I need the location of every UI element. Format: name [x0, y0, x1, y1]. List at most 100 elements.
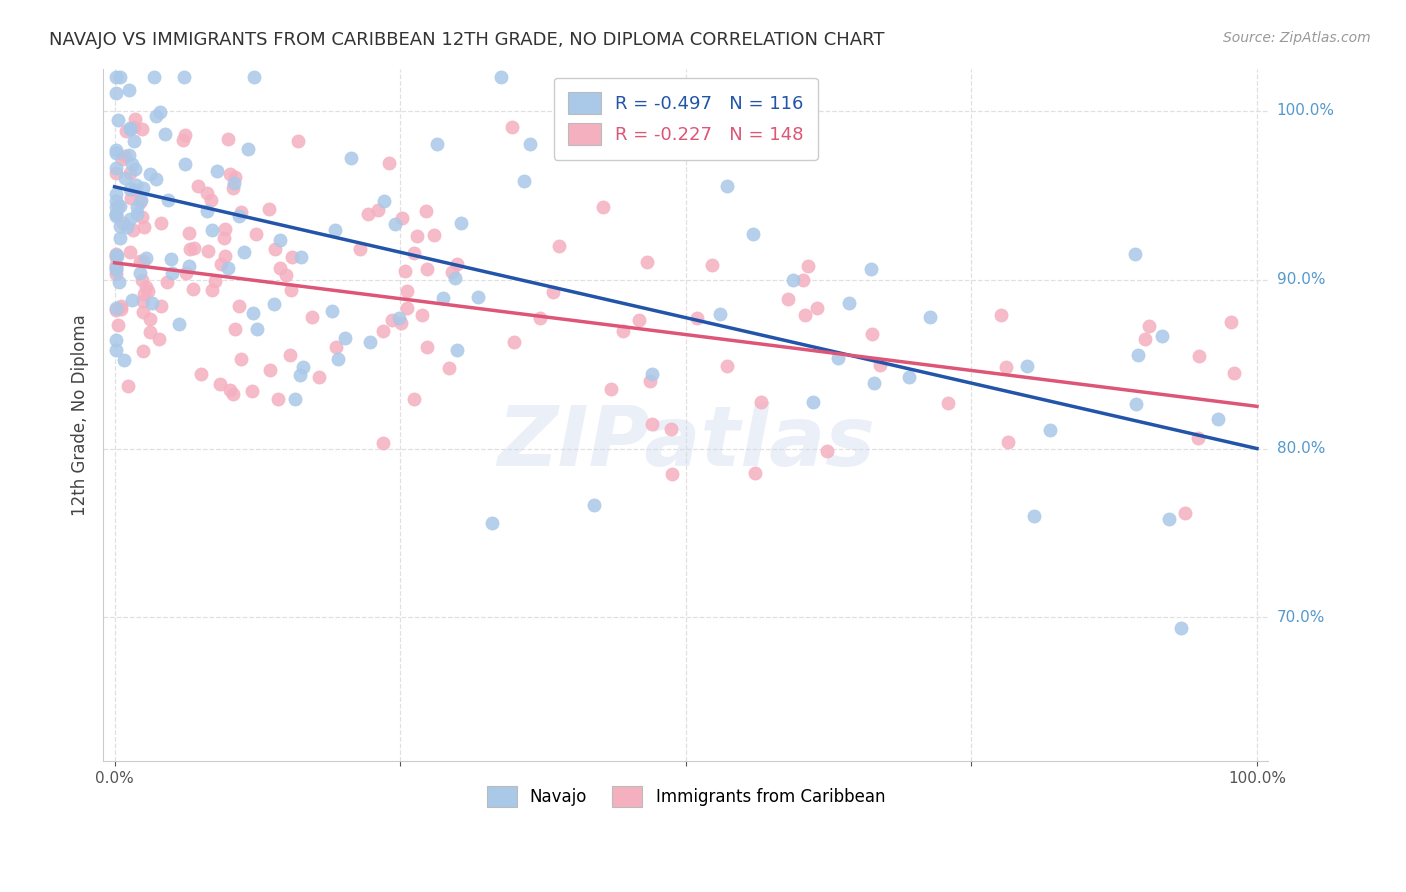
- Point: [793, 309, 815, 323]
- Point: [167, 317, 190, 331]
- Point: [716, 359, 738, 373]
- Point: [918, 310, 941, 324]
- Point: [212, 230, 235, 244]
- Point: [838, 296, 860, 310]
- Point: [1220, 315, 1243, 329]
- Point: [112, 216, 135, 230]
- Legend: Navajo, Immigrants from Caribbean: Navajo, Immigrants from Caribbean: [478, 778, 893, 815]
- Point: [200, 193, 222, 207]
- Point: [129, 195, 152, 210]
- Point: [1024, 508, 1046, 523]
- Point: [120, 166, 142, 180]
- Point: [744, 466, 766, 480]
- Point: [1125, 247, 1147, 261]
- Point: [229, 205, 252, 219]
- Point: [125, 207, 148, 221]
- Point: [869, 358, 891, 372]
- Point: [105, 260, 128, 275]
- Point: [150, 299, 173, 313]
- Point: [700, 258, 723, 272]
- Point: [356, 207, 378, 221]
- Point: [862, 376, 884, 390]
- Point: [333, 331, 356, 345]
- Point: [228, 299, 250, 313]
- Point: [308, 370, 330, 384]
- Point: [108, 70, 131, 84]
- Point: [222, 387, 245, 401]
- Point: [245, 227, 267, 242]
- Point: [127, 200, 149, 214]
- Point: [416, 341, 439, 355]
- Point: [1188, 349, 1211, 363]
- Point: [228, 209, 250, 223]
- Point: [219, 167, 242, 181]
- Point: [395, 301, 418, 316]
- Point: [395, 284, 418, 298]
- Text: 100.0%: 100.0%: [1277, 103, 1334, 119]
- Point: [1206, 411, 1229, 425]
- Point: [259, 202, 281, 216]
- Point: [131, 273, 153, 287]
- Point: [139, 325, 162, 339]
- Point: [288, 368, 311, 383]
- Point: [214, 249, 236, 263]
- Point: [612, 324, 634, 338]
- Point: [110, 299, 132, 313]
- Point: [323, 222, 346, 236]
- Point: [242, 70, 264, 84]
- Point: [1128, 348, 1150, 362]
- Point: [104, 194, 127, 208]
- Point: [117, 379, 139, 393]
- Point: [502, 334, 524, 349]
- Point: [290, 250, 312, 264]
- Point: [1159, 511, 1181, 525]
- Point: [138, 284, 160, 298]
- Point: [114, 149, 136, 163]
- Point: [709, 307, 731, 321]
- Point: [446, 257, 468, 271]
- Point: [529, 310, 551, 325]
- Point: [125, 178, 148, 192]
- Point: [207, 164, 229, 178]
- Point: [394, 264, 416, 278]
- Point: [381, 312, 404, 326]
- Point: [104, 207, 127, 221]
- Point: [204, 274, 226, 288]
- Point: [432, 291, 454, 305]
- Point: [179, 259, 201, 273]
- Point: [367, 202, 389, 217]
- Point: [131, 122, 153, 136]
- Point: [860, 326, 883, 341]
- Point: [373, 194, 395, 208]
- Point: [263, 297, 285, 311]
- Point: [349, 242, 371, 256]
- Point: [378, 156, 401, 170]
- Point: [107, 248, 129, 262]
- Point: [217, 132, 239, 146]
- Point: [481, 516, 503, 530]
- Text: 90.0%: 90.0%: [1277, 272, 1326, 287]
- Point: [224, 169, 246, 184]
- Point: [426, 136, 449, 151]
- Point: [120, 244, 142, 259]
- Point: [172, 133, 194, 147]
- Point: [384, 218, 406, 232]
- Point: [411, 308, 433, 322]
- Point: [120, 191, 142, 205]
- Point: [592, 200, 614, 214]
- Point: [135, 251, 157, 265]
- Point: [195, 186, 218, 200]
- Point: [716, 179, 738, 194]
- Point: [131, 305, 153, 319]
- Point: [118, 212, 141, 227]
- Point: [406, 229, 429, 244]
- Point: [280, 283, 302, 297]
- Point: [131, 254, 153, 268]
- Point: [118, 121, 141, 136]
- Point: [143, 70, 166, 84]
- Point: [209, 377, 232, 392]
- Point: [128, 254, 150, 268]
- Point: [104, 267, 127, 281]
- Point: [122, 134, 145, 148]
- Point: [110, 301, 132, 316]
